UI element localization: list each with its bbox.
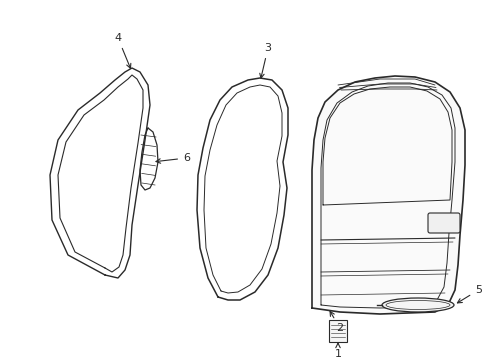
FancyBboxPatch shape xyxy=(427,213,459,233)
Ellipse shape xyxy=(381,298,453,312)
Text: 3: 3 xyxy=(259,43,271,78)
Text: 4: 4 xyxy=(114,33,131,68)
Text: 5: 5 xyxy=(456,285,481,303)
Polygon shape xyxy=(311,76,464,314)
Bar xyxy=(328,320,346,342)
Text: 1: 1 xyxy=(334,343,341,359)
Text: 6: 6 xyxy=(156,153,190,163)
Text: 2: 2 xyxy=(329,311,343,333)
